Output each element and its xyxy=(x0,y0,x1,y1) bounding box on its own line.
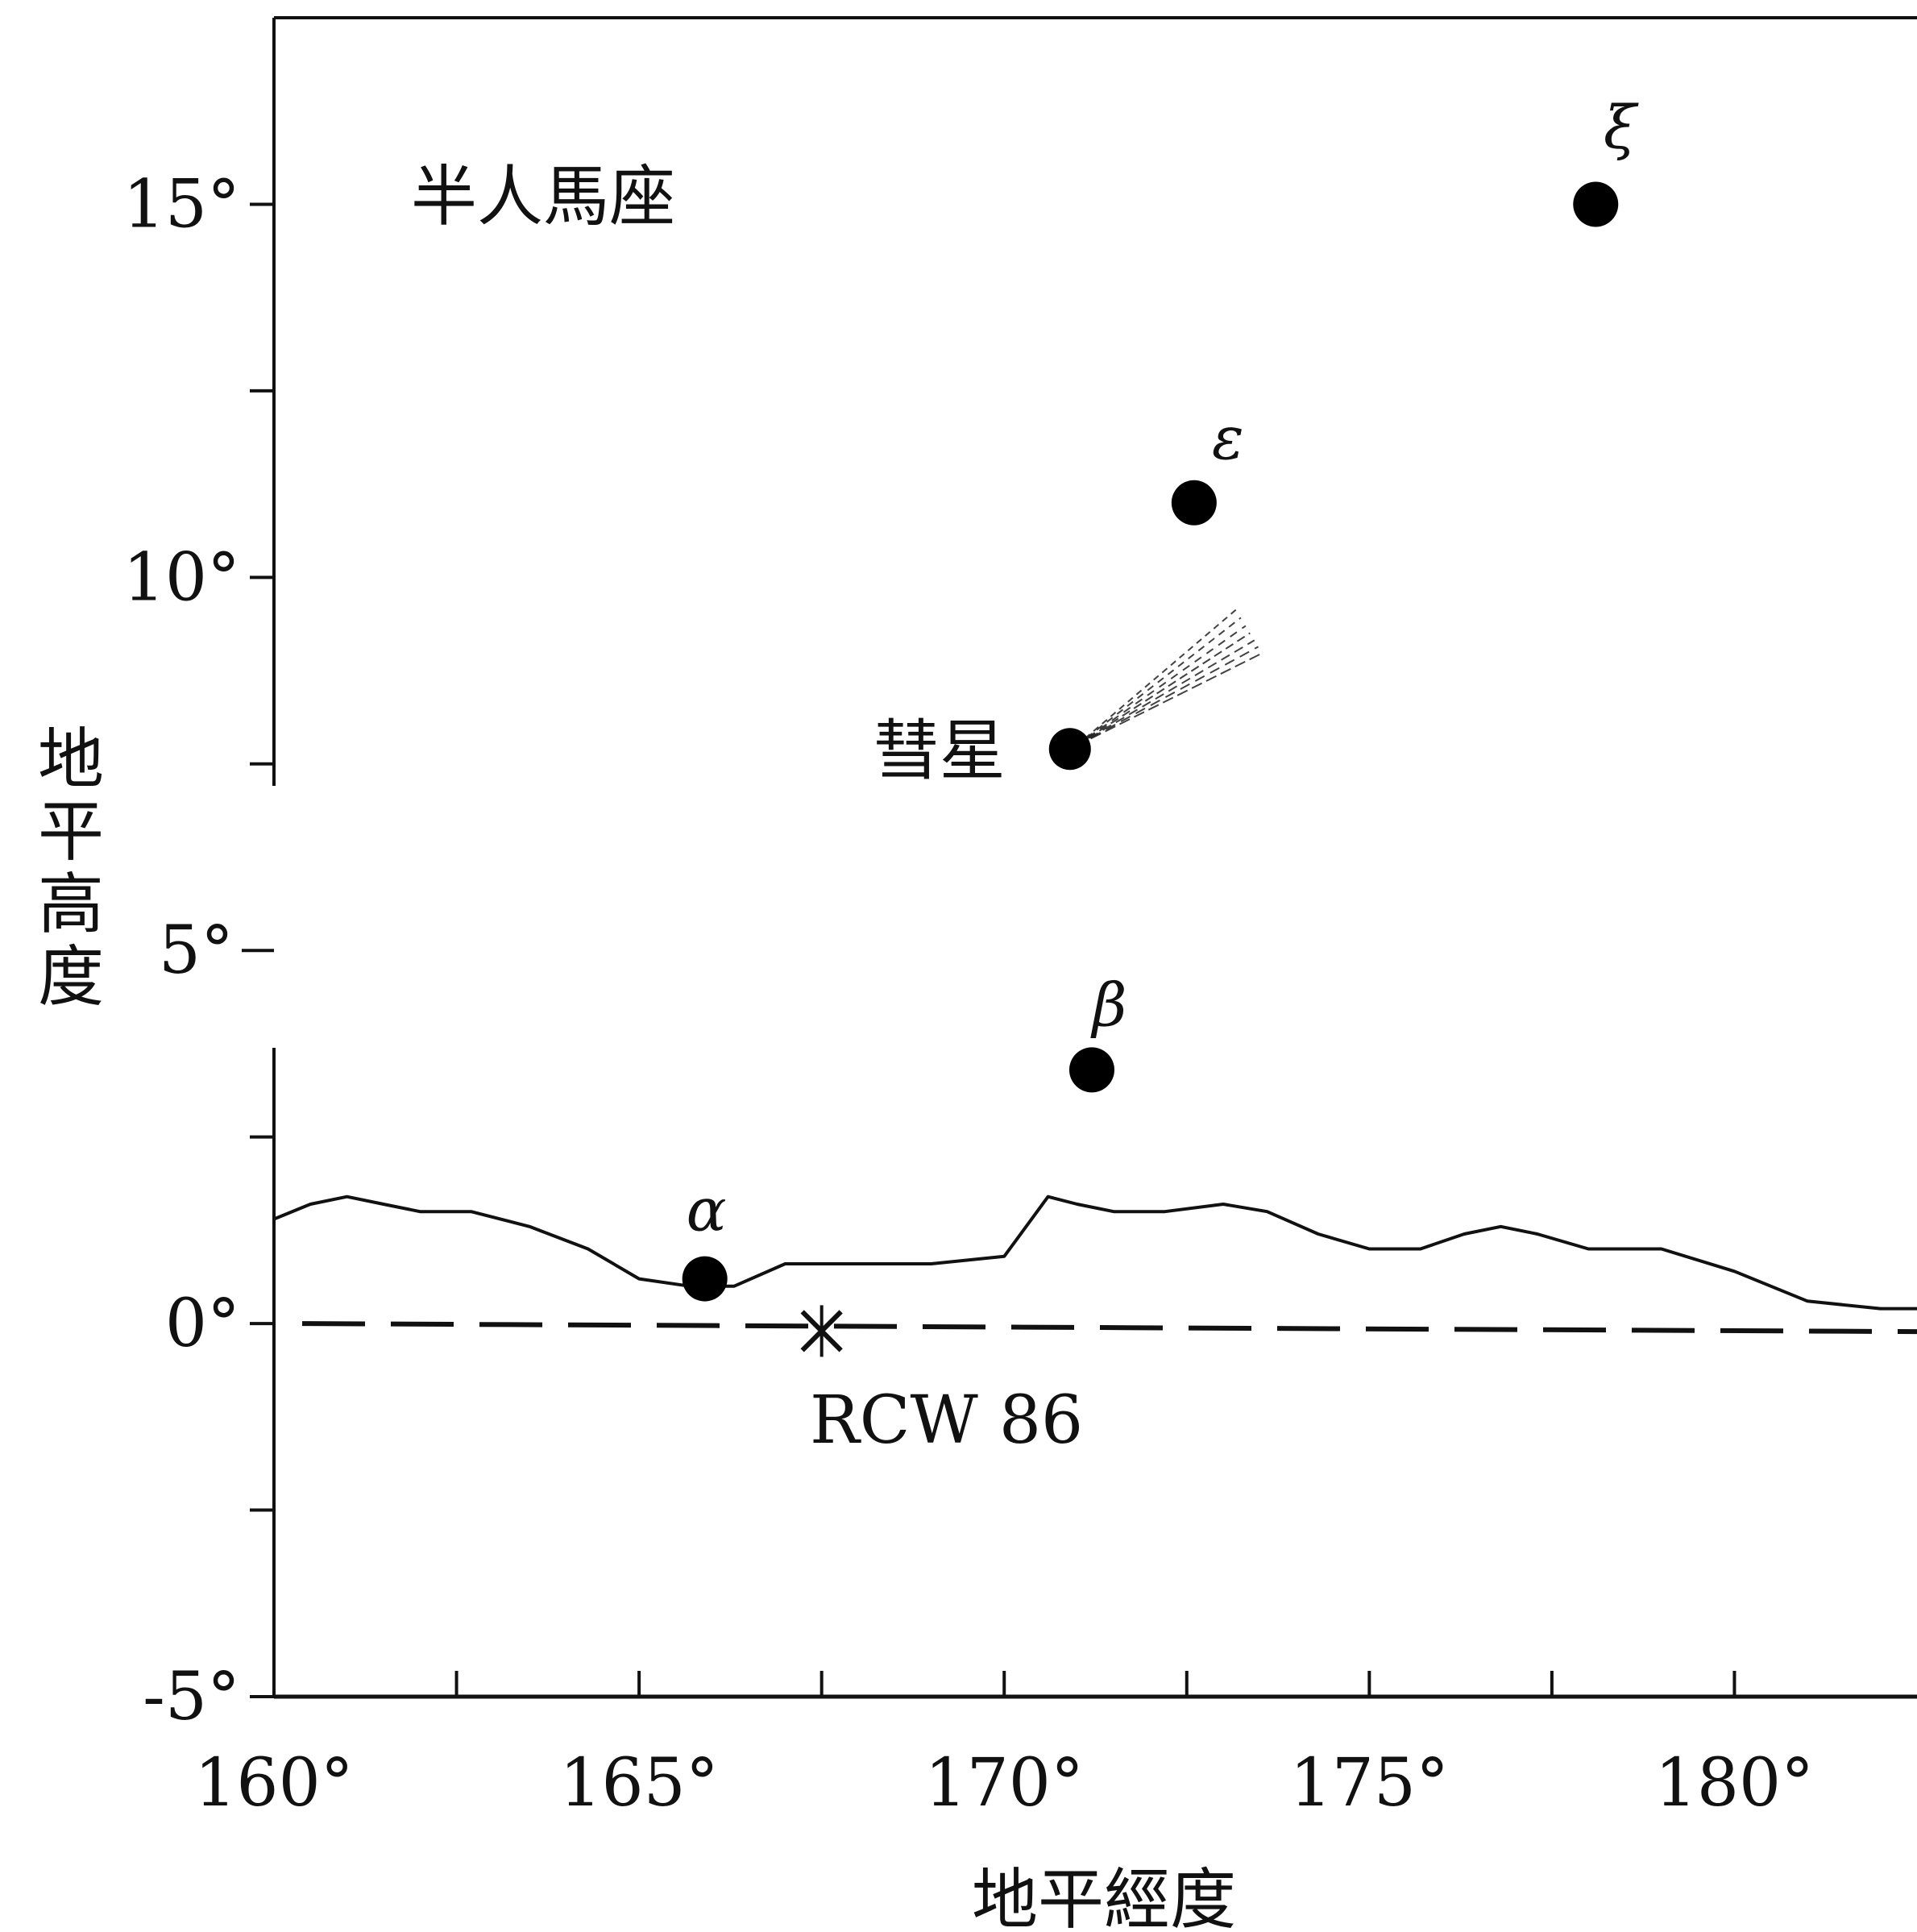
remnant-label: RCW 86 xyxy=(810,1382,1083,1459)
comet-tail-streak-2 xyxy=(1076,625,1247,747)
star-2 xyxy=(1068,1047,1114,1093)
constellation-label: 半人馬座 xyxy=(411,159,675,235)
y-tick-label-0: 15° xyxy=(123,166,240,243)
x-tick-label-0: 160° xyxy=(194,1745,354,1822)
horizon-profile xyxy=(273,1195,1917,1311)
comet-tail-streak-0 xyxy=(1076,609,1237,747)
x-tick-label-1: 165° xyxy=(559,1745,719,1822)
stars xyxy=(682,181,1619,1302)
dashed-reference-line xyxy=(301,1321,1917,1335)
comet-label: 彗星 xyxy=(873,713,1006,789)
annotations: 地平高度 彗星 ξ ε β α 半人馬座 RCW 86 xyxy=(38,93,1639,1459)
tick-labels: 160° 165° 170° 175° 180° 15° 10° 5° 0° -5° xyxy=(123,166,1815,1822)
y-tick-label-4: -5° xyxy=(143,1659,240,1735)
y-tick-label-3: 0° xyxy=(165,1286,240,1362)
zero-altitude-line xyxy=(301,1321,1917,1335)
plot-frame xyxy=(272,16,1917,1699)
star-0 xyxy=(1573,181,1619,227)
x-tick-label-3: 175° xyxy=(1290,1745,1450,1822)
y-axis-label: 地平高度 xyxy=(38,721,104,1016)
comet-tail-streak-4 xyxy=(1076,639,1255,747)
y-axis-label-char-2: 高 xyxy=(38,866,104,943)
y-axis-label-char-0: 地 xyxy=(38,721,104,798)
star-1 xyxy=(1171,480,1217,526)
y-tick-label-1: 10° xyxy=(123,539,240,616)
y-axis-label-char-1: 平 xyxy=(38,794,104,870)
comet-tail-streak-3 xyxy=(1076,632,1251,747)
comet-tail-streak-5 xyxy=(1076,646,1259,747)
x-axis-label: 地平經度 xyxy=(972,1862,1236,1932)
star-label-3: α xyxy=(687,1176,727,1245)
y-tick-label-2: 5° xyxy=(159,912,234,989)
axis-ticks xyxy=(242,202,1737,1698)
y-axis-label-char-3: 度 xyxy=(38,939,104,1016)
horizon-line xyxy=(273,1195,1917,1311)
x-tick-label-4: 180° xyxy=(1655,1745,1815,1822)
comet-tail-streak-6 xyxy=(1076,652,1263,747)
comet-tail-streak-1 xyxy=(1076,617,1242,747)
star-label-1: ε xyxy=(1212,404,1244,473)
comet xyxy=(1048,609,1263,771)
star-label-2: β xyxy=(1090,970,1127,1040)
x-tick-label-2: 170° xyxy=(924,1745,1084,1822)
star-3 xyxy=(682,1256,728,1302)
star-label-0: ξ xyxy=(1604,93,1639,162)
comet-head xyxy=(1048,728,1091,771)
